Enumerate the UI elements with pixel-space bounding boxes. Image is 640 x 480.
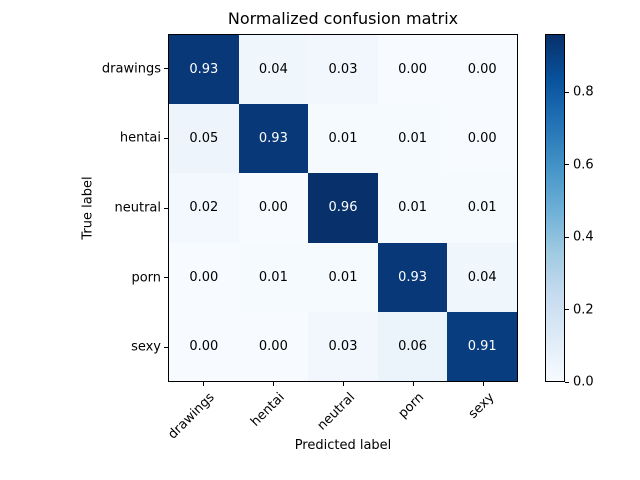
matrix-cell-drawings-porn: 0.00: [377, 35, 448, 105]
matrix-cell-hentai-drawings: 0.05: [169, 104, 239, 174]
y-tick-label-neutral: neutral: [114, 200, 162, 216]
matrix-cell-hentai-sexy: 0.00: [447, 104, 517, 174]
x-tick-mark: [272, 382, 274, 386]
y-tick-label-porn: porn: [131, 270, 161, 286]
colorbar-tick-label-0.8: 0.8: [573, 84, 594, 100]
matrix-cell-porn-sexy: 0.04: [447, 242, 517, 312]
colorbar-tick-label-0.2: 0.2: [573, 302, 594, 317]
matrix-cell-neutral-porn: 0.01: [377, 173, 448, 243]
x-axis-label: Predicted label: [294, 438, 392, 453]
matrix-cell-neutral-sexy: 0.01: [447, 173, 517, 243]
matrix-cell-sexy-drawings: 0.00: [169, 311, 239, 381]
heatmap-plot-area: 0.93 0.04 0.03 0.00 0.00 0.05 0.93 0.01 0.01 0.00…: [168, 34, 518, 382]
x-tick-mark: [412, 382, 414, 386]
matrix-cell-hentai-neutral: 0.01: [308, 104, 378, 174]
matrix-cell-porn-porn: 0.93: [377, 242, 448, 312]
matrix-cell-drawings-neutral: 0.03: [308, 35, 378, 105]
y-tick-mark: [164, 68, 168, 70]
matrix-cell-porn-hentai: 0.01: [238, 242, 309, 312]
x-tick-label-porn: porn: [396, 390, 428, 422]
matrix-cell-sexy-porn: 0.06: [377, 311, 448, 381]
x-tick-mark: [342, 382, 344, 386]
colorbar-tick-mark: [565, 91, 569, 93]
y-tick-label-sexy: sexy: [131, 339, 161, 355]
y-tick-label-hentai: hentai: [119, 130, 161, 146]
matrix-cell-drawings-sexy: 0.00: [447, 35, 517, 105]
y-tick-mark: [164, 207, 168, 209]
x-tick-label-drawings: drawings: [165, 390, 218, 443]
colorbar-tick-label-0.0: 0.0: [573, 374, 594, 390]
matrix-cell-sexy-sexy: 0.91: [447, 311, 517, 381]
colorbar-tick-mark: [565, 164, 569, 165]
colorbar-tick-mark: [565, 309, 569, 310]
chart-title: Normalized confusion matrix: [227, 9, 459, 28]
matrix-cell-drawings-hentai: 0.04: [238, 35, 309, 105]
matrix-cell-sexy-hentai: 0.00: [238, 311, 309, 381]
matrix-cell-porn-neutral: 0.01: [308, 242, 378, 312]
matrix-cell-neutral-hentai: 0.00: [238, 173, 309, 243]
matrix-cell-sexy-neutral: 0.03: [308, 311, 378, 381]
y-tick-mark: [164, 137, 168, 139]
matrix-cell-hentai-porn: 0.01: [377, 104, 448, 174]
colorbar: [545, 34, 565, 382]
x-tick-label-sexy: sexy: [465, 390, 498, 422]
x-tick-mark: [202, 382, 204, 386]
colorbar-tick-mark: [565, 236, 569, 238]
y-tick-label-drawings: drawings: [101, 61, 161, 77]
matrix-cell-porn-drawings: 0.00: [169, 242, 239, 312]
matrix-cell-neutral-neutral: 0.96: [308, 173, 378, 243]
x-tick-mark: [482, 382, 484, 386]
x-tick-label-neutral: neutral: [314, 390, 358, 434]
colorbar-tick-label-0.6: 0.6: [573, 157, 594, 172]
y-tick-mark: [164, 346, 168, 348]
matrix-cell-hentai-hentai: 0.93: [238, 104, 309, 174]
y-tick-mark: [164, 277, 168, 279]
colorbar-tick-label-0.4: 0.4: [573, 229, 594, 245]
colorbar-tick-mark: [565, 381, 569, 383]
x-tick-label-hentai: hentai: [247, 390, 288, 430]
matrix-cell-neutral-drawings: 0.02: [169, 173, 239, 243]
matrix-cell-drawings-drawings: 0.93: [169, 35, 239, 105]
